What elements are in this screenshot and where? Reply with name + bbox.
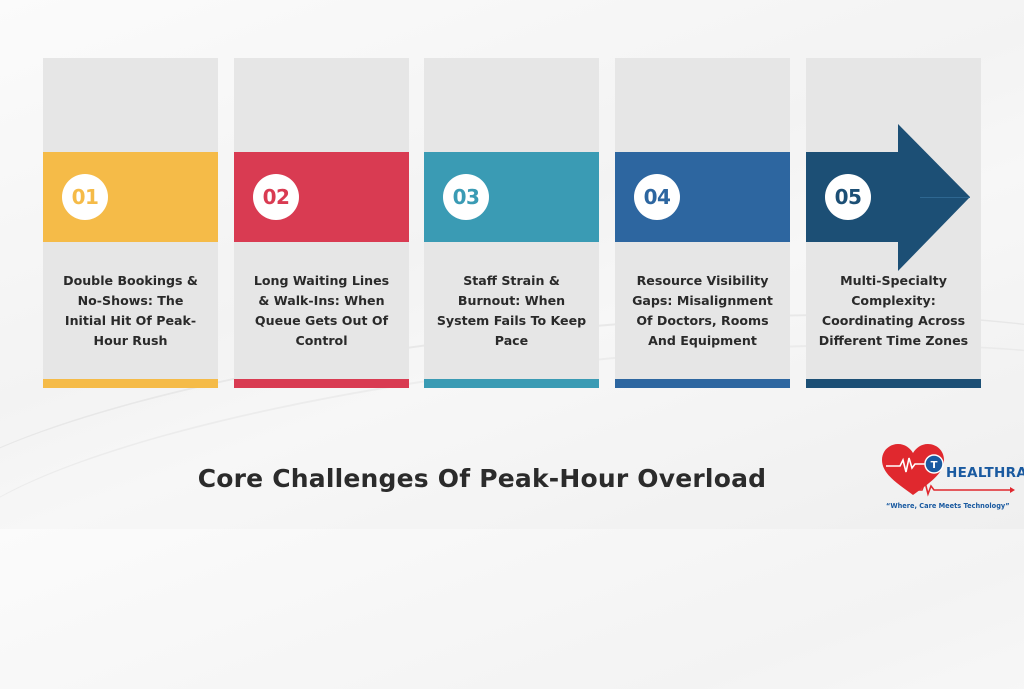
step-band-1: 01 xyxy=(43,152,218,242)
step-band-3: 03 xyxy=(424,152,599,242)
step-description: Long Waiting Lines & Walk-Ins: When Queu… xyxy=(238,242,405,379)
step-description: Multi-Specialty Complexity: Coordinating… xyxy=(810,242,977,379)
step-card-3: 03 Staff Strain & Burnout: When System F… xyxy=(424,58,599,388)
step-number-badge: 02 xyxy=(253,174,299,220)
step-description: Double Bookings & No-Shows: The Initial … xyxy=(47,242,214,379)
step-bottom-bar xyxy=(806,379,981,388)
healthray-logo: T HEALTHRAY “Where, Care Meets Technolog… xyxy=(878,440,1024,520)
step-card-2: 02 Long Waiting Lines & Walk-Ins: When Q… xyxy=(234,58,409,388)
step-number-badge: 05 xyxy=(825,174,871,220)
heart-pulse-icon: T xyxy=(882,444,1015,497)
step-number-badge: 03 xyxy=(443,174,489,220)
step-band-2: 02 xyxy=(234,152,409,242)
step-description: Resource Visibility Gaps: Misalignment O… xyxy=(619,242,786,379)
step-bottom-bar xyxy=(234,379,409,388)
svg-text:T: T xyxy=(931,460,938,471)
logo-tagline: “Where, Care Meets Technology” xyxy=(886,502,1010,510)
step-number-badge: 01 xyxy=(62,174,108,220)
logo-name: HEALTHRAY xyxy=(946,465,1024,481)
step-card-5: 05 Multi-Specialty Complexity: Coordinat… xyxy=(806,58,981,388)
page-title: Core Challenges Of Peak-Hour Overload xyxy=(197,464,767,493)
step-band-4: 04 xyxy=(615,152,790,242)
step-text: Double Bookings & No-Shows: The Initial … xyxy=(63,272,198,348)
step-text: Staff Strain & Burnout: When System Fail… xyxy=(436,272,587,348)
step-description: Staff Strain & Burnout: When System Fail… xyxy=(428,242,595,379)
arrow-divider-line xyxy=(920,197,970,198)
step-text: Multi-Specialty Complexity: Coordinating… xyxy=(818,272,969,348)
step-bottom-bar xyxy=(424,379,599,388)
step-bottom-bar xyxy=(43,379,218,388)
step-text: Long Waiting Lines & Walk-Ins: When Queu… xyxy=(253,272,390,348)
step-text: Resource Visibility Gaps: Misalignment O… xyxy=(632,272,773,348)
step-card-4: 04 Resource Visibility Gaps: Misalignmen… xyxy=(615,58,790,388)
step-number-badge: 04 xyxy=(634,174,680,220)
step-band-5: 05 xyxy=(806,152,898,242)
step-bottom-bar xyxy=(615,379,790,388)
step-card-1: 01 Double Bookings & No-Shows: The Initi… xyxy=(43,58,218,388)
